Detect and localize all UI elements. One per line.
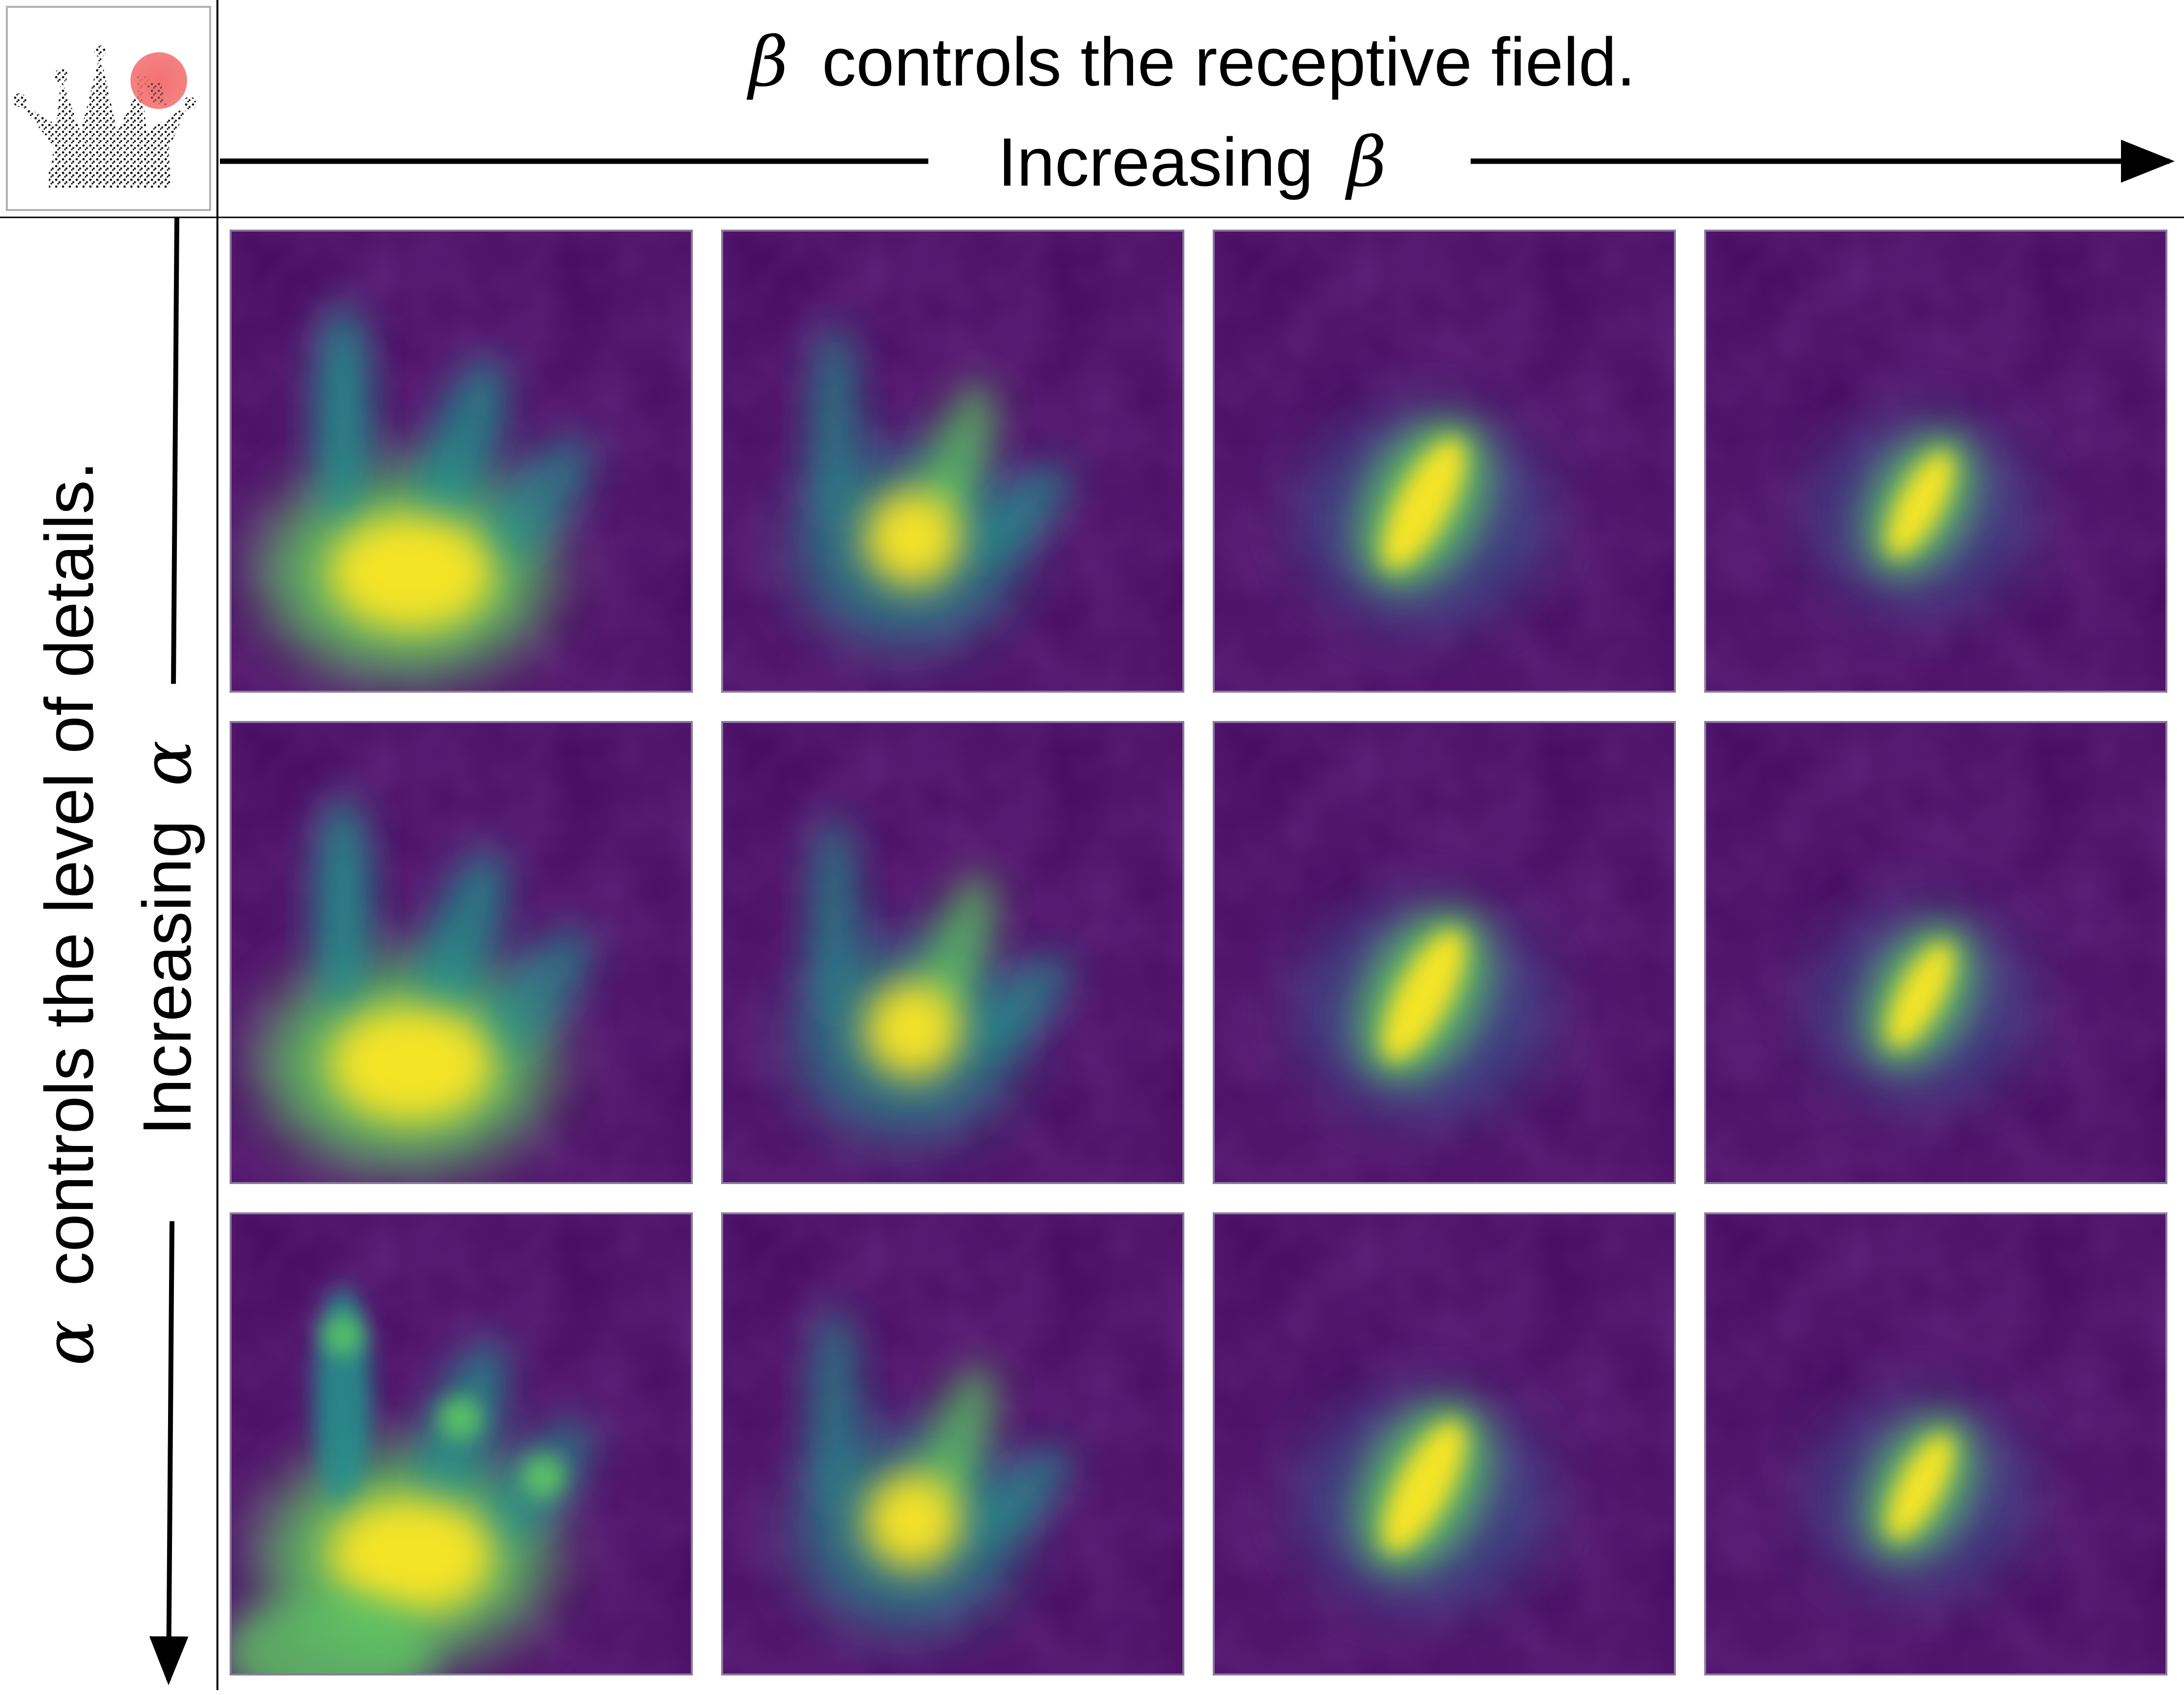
panel-border [1213,230,1676,693]
panel-border [721,1212,1184,1675]
panel-border [1704,1212,2167,1675]
heatmap-panel-r2-c3 [1213,721,1676,1184]
alpha-axis-line-top [171,217,179,684]
beta-caption: β controls the receptive field. [746,22,1635,102]
heatmap-panel-r1-c2 [721,230,1184,693]
heatmap-panel-r2-c2 [721,721,1184,1184]
alpha-increasing-label: Increasing α [128,740,207,1135]
heatmap-panel-r1-c4 [1704,230,2167,693]
panel-border [230,1212,693,1675]
alpha-increasing-axis: Increasing α [128,217,207,1685]
panel-border [1704,230,2167,693]
beta-increasing-label: Increasing β [998,123,1387,202]
heatmap-panel-r2-c1 [230,721,693,1184]
heatmap-grid [230,230,2167,1675]
heatmap-panel-r1-c1 [230,230,693,693]
beta-increasing-axis: Increasing β [220,123,2175,202]
receptive-field-highlight [130,52,187,109]
panel-border [230,721,693,1184]
panel-border [1213,1212,1676,1675]
heatmap-panel-r3-c3 [1213,1212,1676,1675]
svg-text:α controls the level of: α controls the level of details. [30,461,109,1366]
heatmap-panel-r3-c2 [721,1212,1184,1675]
heatmap-panel-r3-c4 [1704,1212,2167,1675]
panel-border [1213,721,1676,1184]
panel-border [1704,721,2167,1184]
alpha-caption: α controls the level of details. [30,461,109,1366]
panel-border [721,230,1184,693]
heatmap-panel-r2-c4 [1704,721,2167,1184]
crown-thumbnail [6,6,211,211]
alpha-axis-arrow [149,1221,189,1685]
heatmap-panel-r3-c1 [230,1212,693,1675]
alpha-caption-text: controls the level of details. [31,461,107,1286]
panel-border [721,721,1184,1184]
heatmap-panel-r1-c3 [1213,230,1676,693]
beta-symbol: β [746,22,788,102]
alpha-symbol: α [30,1320,109,1366]
beta-caption-text: controls the receptive field. [822,23,1635,100]
svg-text:β controls the receptive: β controls the receptive field. [746,22,1635,102]
panel-border [230,230,693,693]
